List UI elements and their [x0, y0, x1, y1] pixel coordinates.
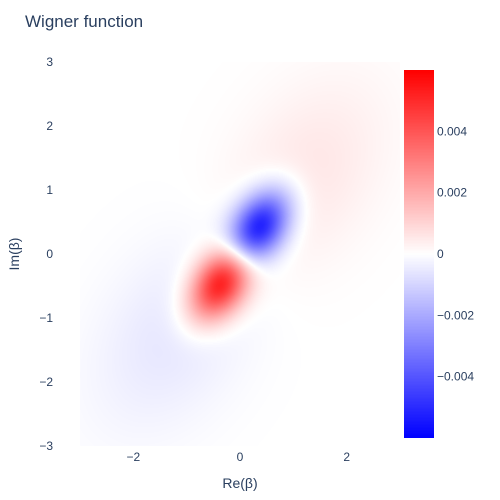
heatmap-surface [80, 62, 400, 446]
y-axis-title: Im(β) [6, 238, 22, 271]
x-tick-label: 0 [237, 450, 244, 464]
colorbar-gradient [404, 70, 434, 438]
colorbar-tick-label: −0.004 [437, 370, 474, 384]
x-tick-label: 2 [343, 450, 350, 464]
y-tick-label: 3 [46, 55, 53, 69]
colorbar-tick-label: 0.004 [437, 124, 467, 138]
y-axis-ticks: 3 2 1 0 −1 −2 −3 [39, 55, 53, 453]
x-axis-ticks: −2 0 2 [126, 450, 350, 464]
colorbar-ticks: 0.004 0.002 0 −0.002 −0.004 [437, 124, 474, 383]
colorbar-tick-label: 0 [437, 247, 444, 261]
y-tick-label: 0 [46, 247, 53, 261]
chart-title: Wigner function [25, 12, 144, 31]
y-tick-label: −3 [39, 439, 53, 453]
y-tick-label: 2 [46, 119, 53, 133]
y-tick-label: −1 [39, 311, 53, 325]
colorbar-tick-label: 0.002 [437, 186, 467, 200]
y-tick-label: −2 [39, 375, 53, 389]
colorbar-tick-label: −0.002 [437, 308, 474, 322]
x-axis-title: Re(β) [222, 475, 257, 491]
x-tick-label: −2 [126, 450, 140, 464]
y-tick-label: 1 [46, 183, 53, 197]
